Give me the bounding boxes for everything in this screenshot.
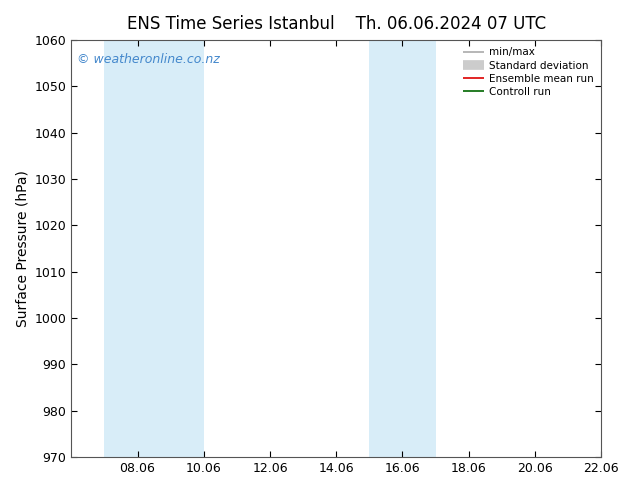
Legend: min/max, Standard deviation, Ensemble mean run, Controll run: min/max, Standard deviation, Ensemble me… [459,43,598,101]
Title: ENS Time Series Istanbul    Th. 06.06.2024 07 UTC: ENS Time Series Istanbul Th. 06.06.2024 … [127,15,546,33]
Y-axis label: Surface Pressure (hPa): Surface Pressure (hPa) [15,170,29,327]
Bar [105,40,204,457]
Text: © weatheronline.co.nz: © weatheronline.co.nz [77,52,219,66]
Bar [370,40,436,457]
